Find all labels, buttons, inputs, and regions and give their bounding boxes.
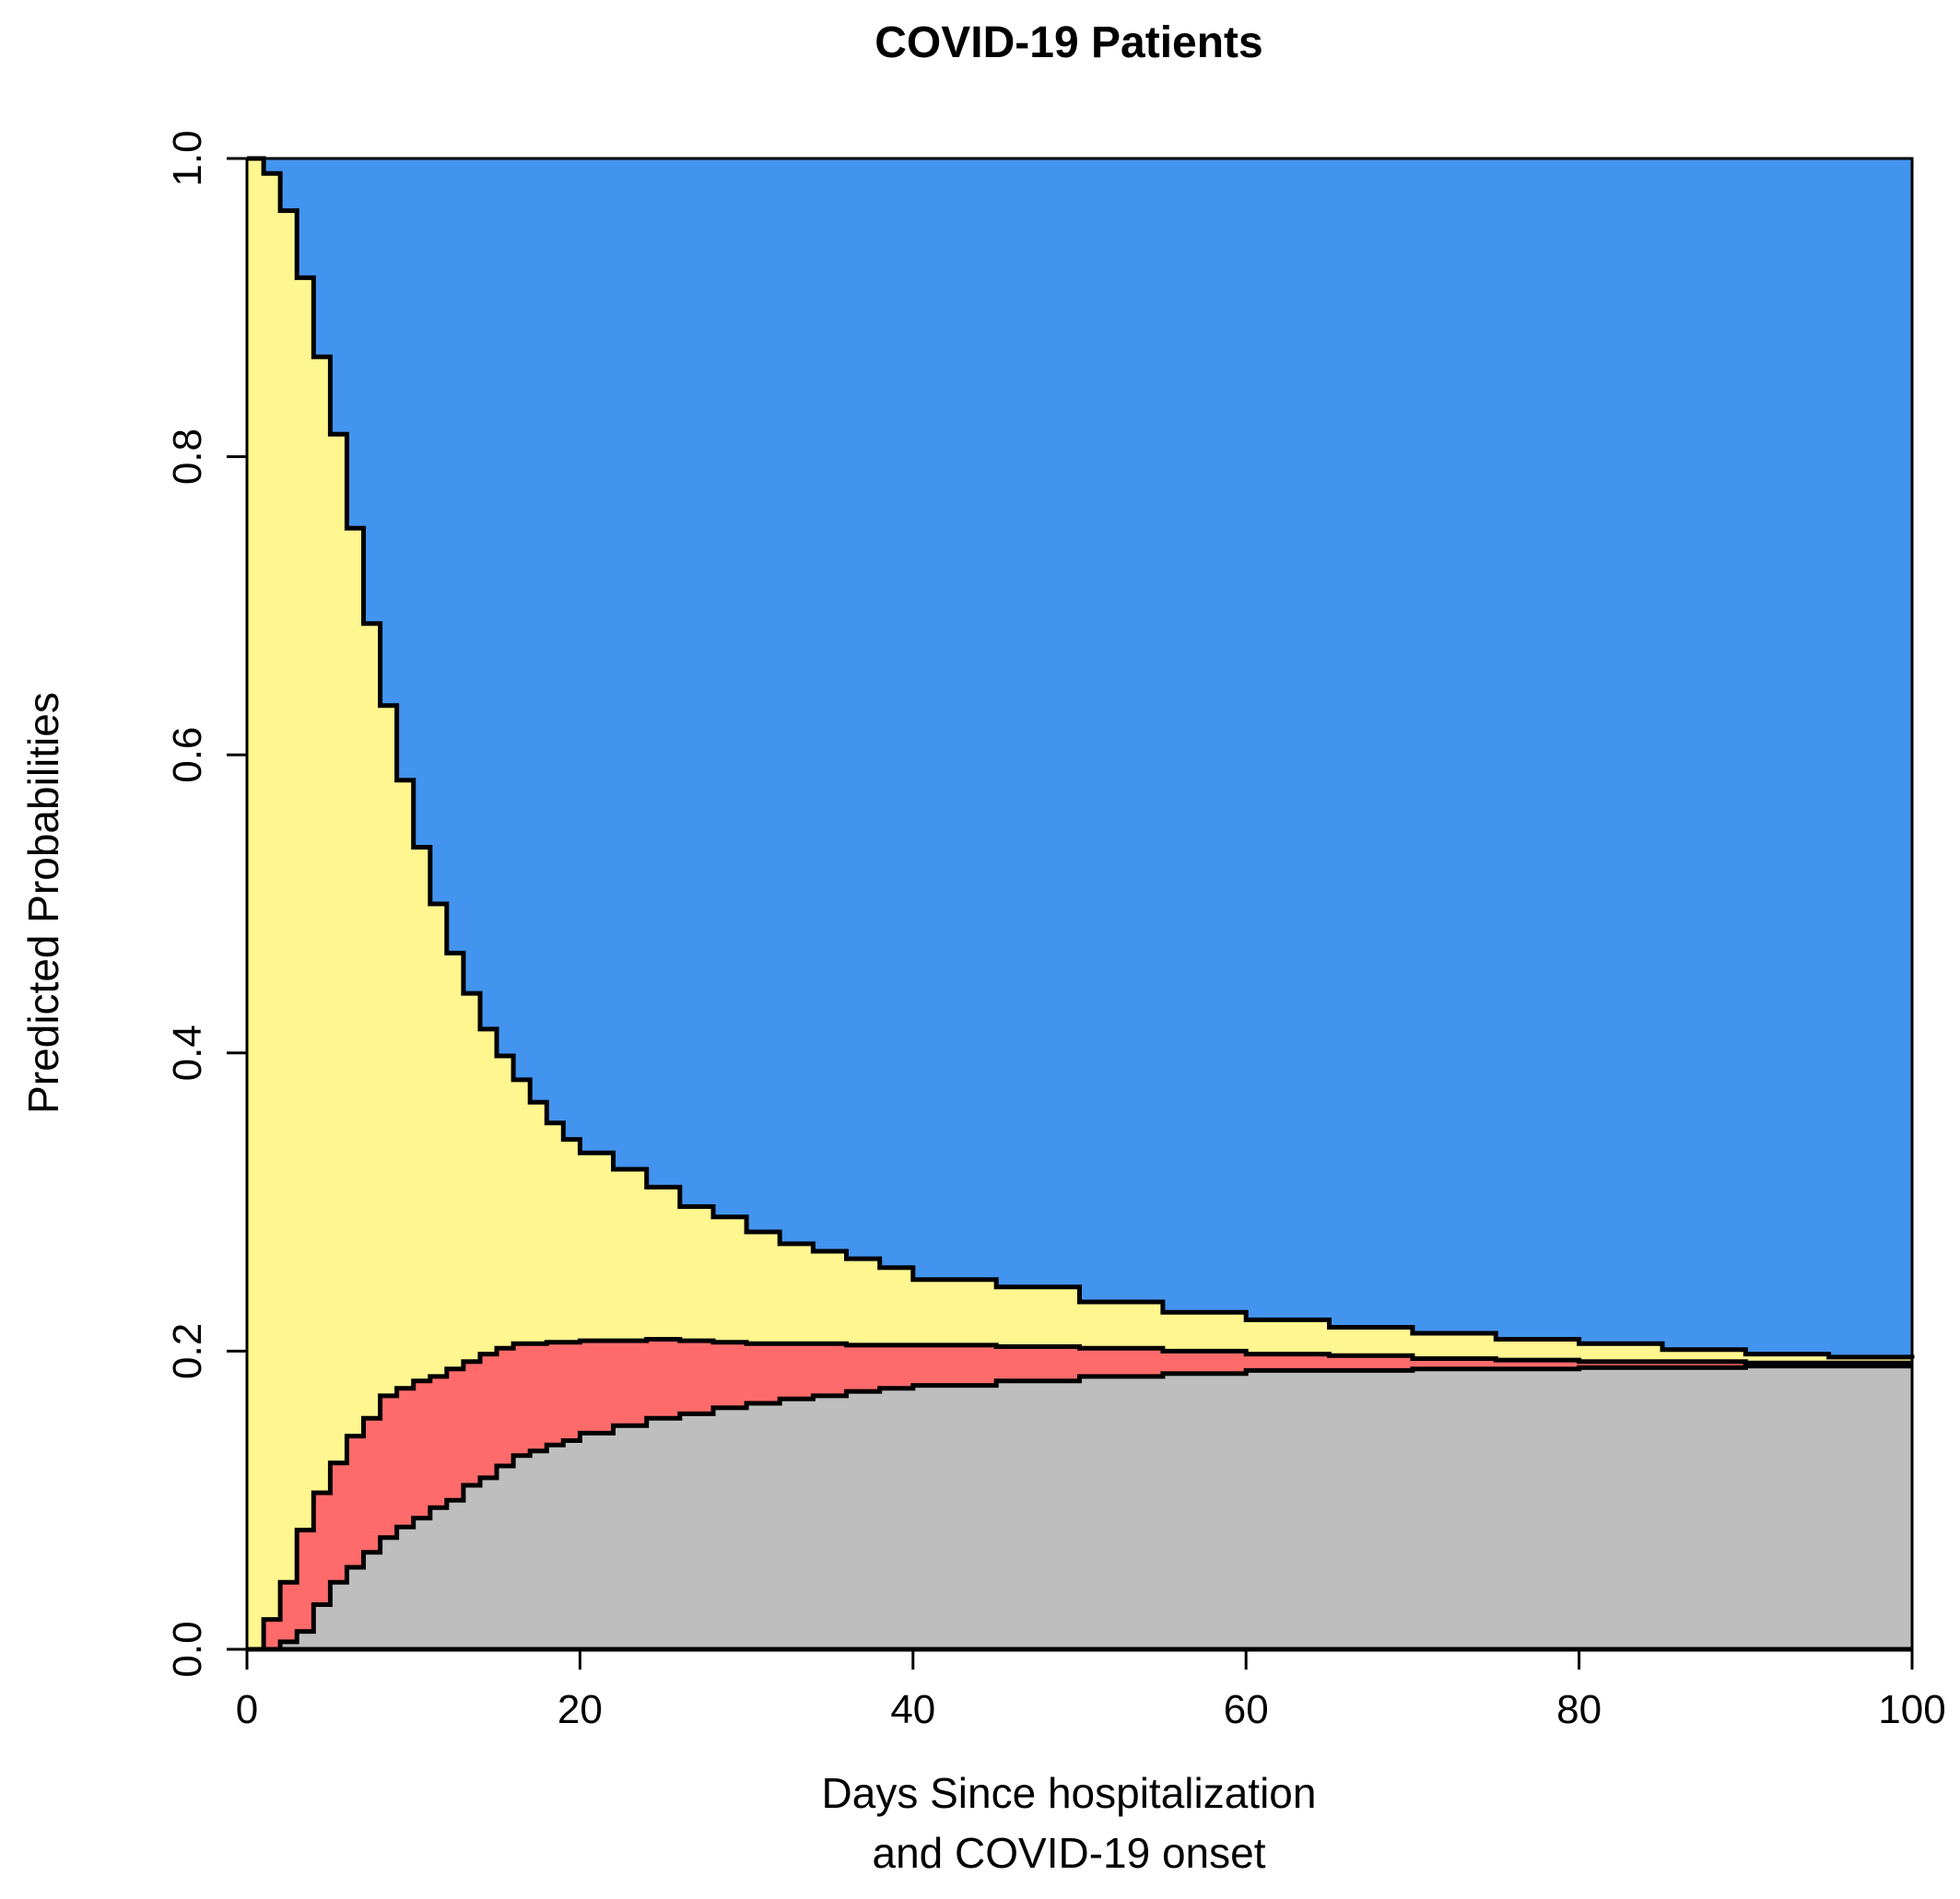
x-tick-label: 80 bbox=[1556, 1687, 1602, 1732]
area-yellow bbox=[247, 158, 1912, 1649]
area-bottom-grey bbox=[247, 1366, 1912, 1649]
chart-title: COVID-19 Patients bbox=[874, 18, 1262, 67]
y-tick-label: 0.6 bbox=[165, 727, 210, 783]
boundary-line-2 bbox=[247, 1337, 1912, 1652]
y-axis-title: Predicted Probabilities bbox=[19, 692, 67, 1114]
y-tick-label: 0.0 bbox=[165, 1621, 210, 1677]
y-tick-label: 0.2 bbox=[165, 1323, 210, 1379]
x-axis-title-line-1: Days Since hospitalization bbox=[822, 1769, 1317, 1817]
x-tick-label: 60 bbox=[1224, 1687, 1269, 1732]
axes: 0 20 40 60 80 100 0.0 0.2 0.4 0.6 0.8 1.0 bbox=[165, 130, 1946, 1732]
x-axis-title-line-2: and COVID-19 onset bbox=[872, 1829, 1265, 1877]
boundary-line-3 bbox=[247, 156, 1915, 1360]
x-tick-label: 0 bbox=[236, 1687, 258, 1732]
y-tick-label: 0.4 bbox=[165, 1025, 210, 1081]
x-tick-label: 40 bbox=[890, 1687, 935, 1732]
boundary-line-1 bbox=[247, 1364, 1912, 1652]
x-tick-label: 100 bbox=[1878, 1687, 1945, 1732]
y-tick-label: 1.0 bbox=[165, 130, 210, 186]
x-tick-label: 20 bbox=[557, 1687, 603, 1732]
stacked-areas bbox=[247, 158, 1912, 1649]
plot-frame bbox=[245, 157, 1914, 1651]
area-top-blue bbox=[247, 158, 1912, 1359]
y-tick-label: 0.8 bbox=[165, 428, 210, 485]
